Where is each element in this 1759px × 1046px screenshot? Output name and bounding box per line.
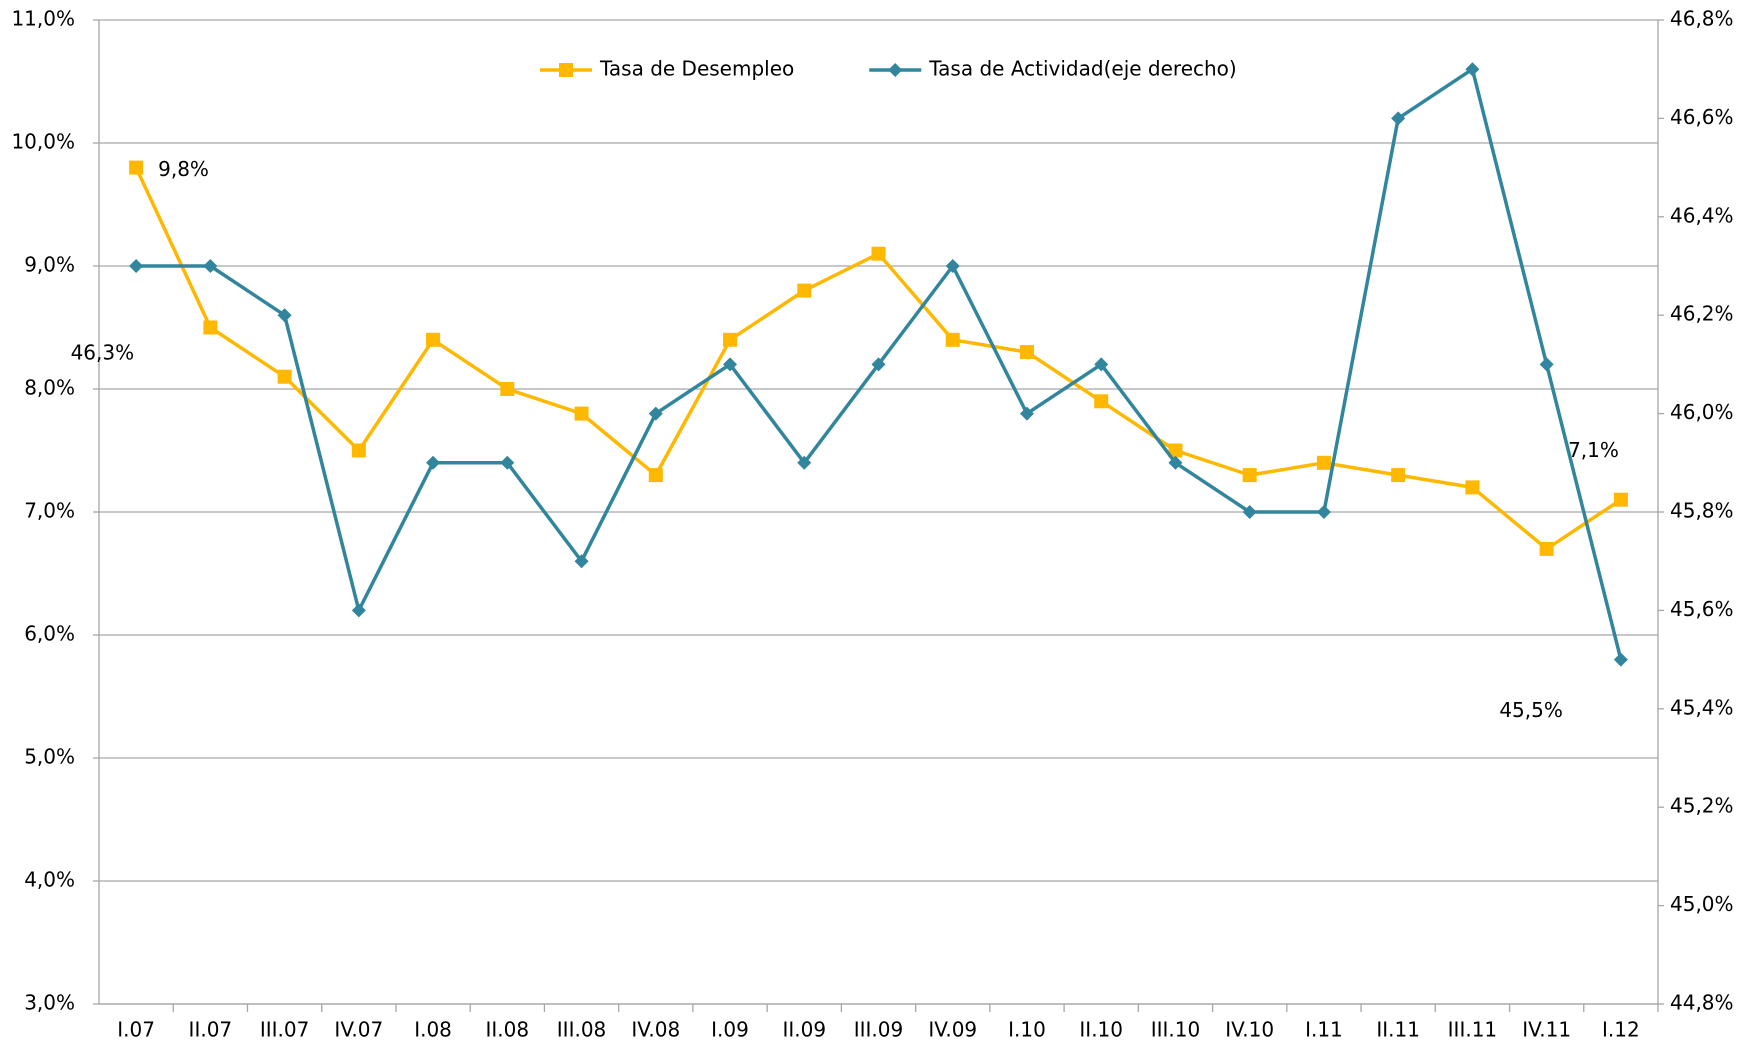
y-tick-label: 10,0% xyxy=(11,130,75,154)
y-tick-label: 6,0% xyxy=(24,622,75,646)
marker xyxy=(1019,345,1034,360)
marker xyxy=(648,468,663,483)
y2-tick-label: 45,0% xyxy=(1670,892,1734,916)
data-label: 9,8% xyxy=(158,157,209,181)
marker xyxy=(1465,62,1480,77)
marker xyxy=(945,332,960,347)
y2-tick-label: 45,8% xyxy=(1670,499,1734,523)
marker xyxy=(1019,406,1034,421)
x-tick-label: II.08 xyxy=(486,1018,530,1042)
y2-tick-label: 46,0% xyxy=(1670,400,1734,424)
y2-tick-label: 45,2% xyxy=(1670,794,1734,818)
marker xyxy=(351,603,366,618)
x-tick-label: II.10 xyxy=(1079,1018,1123,1042)
marker xyxy=(1613,492,1628,507)
marker xyxy=(1316,505,1331,519)
marker xyxy=(1539,357,1554,372)
y-tick-label: 4,0% xyxy=(24,868,75,892)
x-tick-label: IV.09 xyxy=(928,1018,977,1042)
data-label: 7,1% xyxy=(1568,438,1619,462)
data-label: 46,3% xyxy=(71,341,135,365)
marker xyxy=(1094,394,1109,409)
data-label: 45,5% xyxy=(1499,698,1563,722)
y-tick-label: 5,0% xyxy=(24,745,75,769)
marker xyxy=(871,357,886,372)
marker xyxy=(1242,468,1257,483)
marker xyxy=(574,406,589,421)
x-tick-label: II.09 xyxy=(782,1018,826,1042)
x-tick-label: IV.10 xyxy=(1225,1018,1274,1042)
y2-tick-label: 45,4% xyxy=(1670,695,1734,719)
y2-tick-label: 46,4% xyxy=(1670,203,1734,227)
legend-label: Tasa de Actividad(eje derecho) xyxy=(928,57,1236,81)
x-tick-label: IV.08 xyxy=(631,1018,680,1042)
marker xyxy=(723,357,738,372)
marker xyxy=(797,455,812,470)
marker xyxy=(203,259,218,273)
x-tick-label: III.07 xyxy=(260,1018,310,1042)
y2-tick-label: 46,2% xyxy=(1670,302,1734,326)
y-tick-label: 3,0% xyxy=(24,991,75,1015)
marker xyxy=(1094,357,1109,372)
marker xyxy=(871,246,886,261)
y2-tick-label: 44,8% xyxy=(1670,991,1734,1015)
marker xyxy=(559,63,573,77)
marker xyxy=(500,382,515,396)
marker xyxy=(1539,541,1554,556)
x-tick-label: III.08 xyxy=(557,1018,607,1042)
y-tick-label: 8,0% xyxy=(24,376,75,400)
marker xyxy=(1465,480,1480,495)
x-tick-label: III.10 xyxy=(1151,1018,1201,1042)
marker xyxy=(1168,443,1183,458)
y-tick-label: 7,0% xyxy=(24,499,75,523)
marker xyxy=(888,63,903,77)
marker xyxy=(723,332,738,347)
y2-tick-label: 45,6% xyxy=(1670,597,1734,621)
marker xyxy=(1316,455,1331,470)
marker xyxy=(203,320,218,335)
marker xyxy=(797,283,812,298)
x-tick-label: IV.07 xyxy=(334,1018,383,1042)
marker xyxy=(500,455,515,470)
marker xyxy=(574,554,589,569)
x-tick-label: I.08 xyxy=(414,1018,452,1042)
marker xyxy=(648,406,663,421)
marker xyxy=(277,308,292,323)
marker xyxy=(1391,468,1406,483)
x-tick-label: III.09 xyxy=(854,1018,904,1042)
marker xyxy=(351,443,366,458)
marker xyxy=(1168,455,1183,470)
x-tick-label: I.11 xyxy=(1305,1018,1343,1042)
marker xyxy=(1242,505,1257,519)
legend-label: Tasa de Desempleo xyxy=(599,57,794,81)
marker xyxy=(426,332,441,347)
y-tick-label: 11,0% xyxy=(11,7,75,31)
marker xyxy=(277,369,292,384)
x-tick-label: IV.11 xyxy=(1522,1018,1571,1042)
y2-tick-label: 46,8% xyxy=(1670,7,1734,31)
marker xyxy=(129,160,144,175)
x-tick-label: I.09 xyxy=(711,1018,749,1042)
marker xyxy=(1613,652,1628,667)
x-tick-label: II.11 xyxy=(1376,1018,1420,1042)
x-tick-label: II.07 xyxy=(189,1018,233,1042)
x-tick-label: I.10 xyxy=(1008,1018,1046,1042)
y-tick-label: 9,0% xyxy=(24,253,75,277)
y2-tick-label: 46,6% xyxy=(1670,105,1734,129)
marker xyxy=(945,259,960,273)
x-tick-label: III.11 xyxy=(1448,1018,1498,1042)
marker xyxy=(129,259,144,273)
x-tick-label: I.07 xyxy=(117,1018,155,1042)
x-tick-label: I.12 xyxy=(1602,1018,1640,1042)
marker xyxy=(426,455,441,470)
marker xyxy=(1391,111,1406,126)
